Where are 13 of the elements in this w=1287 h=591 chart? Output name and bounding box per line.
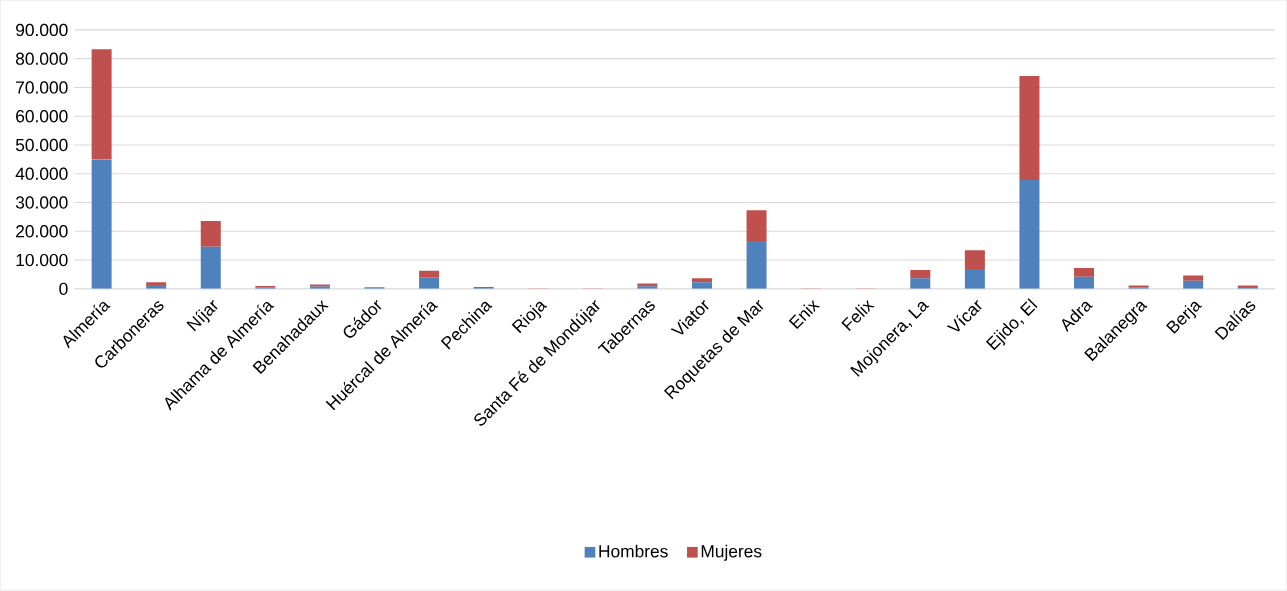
y-tick-label: 50.000 [15,139,68,152]
y-tick-label: 80.000 [15,52,68,66]
x-tick-label: Enix [788,300,820,330]
y-tick-label: 10.000 [16,254,68,267]
y-tick-label: 30.000 [15,196,68,209]
y-tick-label: 60.000 [16,110,68,123]
y-tick-label: 70.000 [16,81,68,94]
y-tick-label: 20.000 [16,225,68,238]
y-tick-label: 0 [59,282,68,296]
legend-label: Hombres [599,544,668,558]
y-tick-label: 90.000 [16,24,68,37]
legend-label: Mujeres [701,544,762,562]
y-tick-label: 40.000 [15,167,68,181]
